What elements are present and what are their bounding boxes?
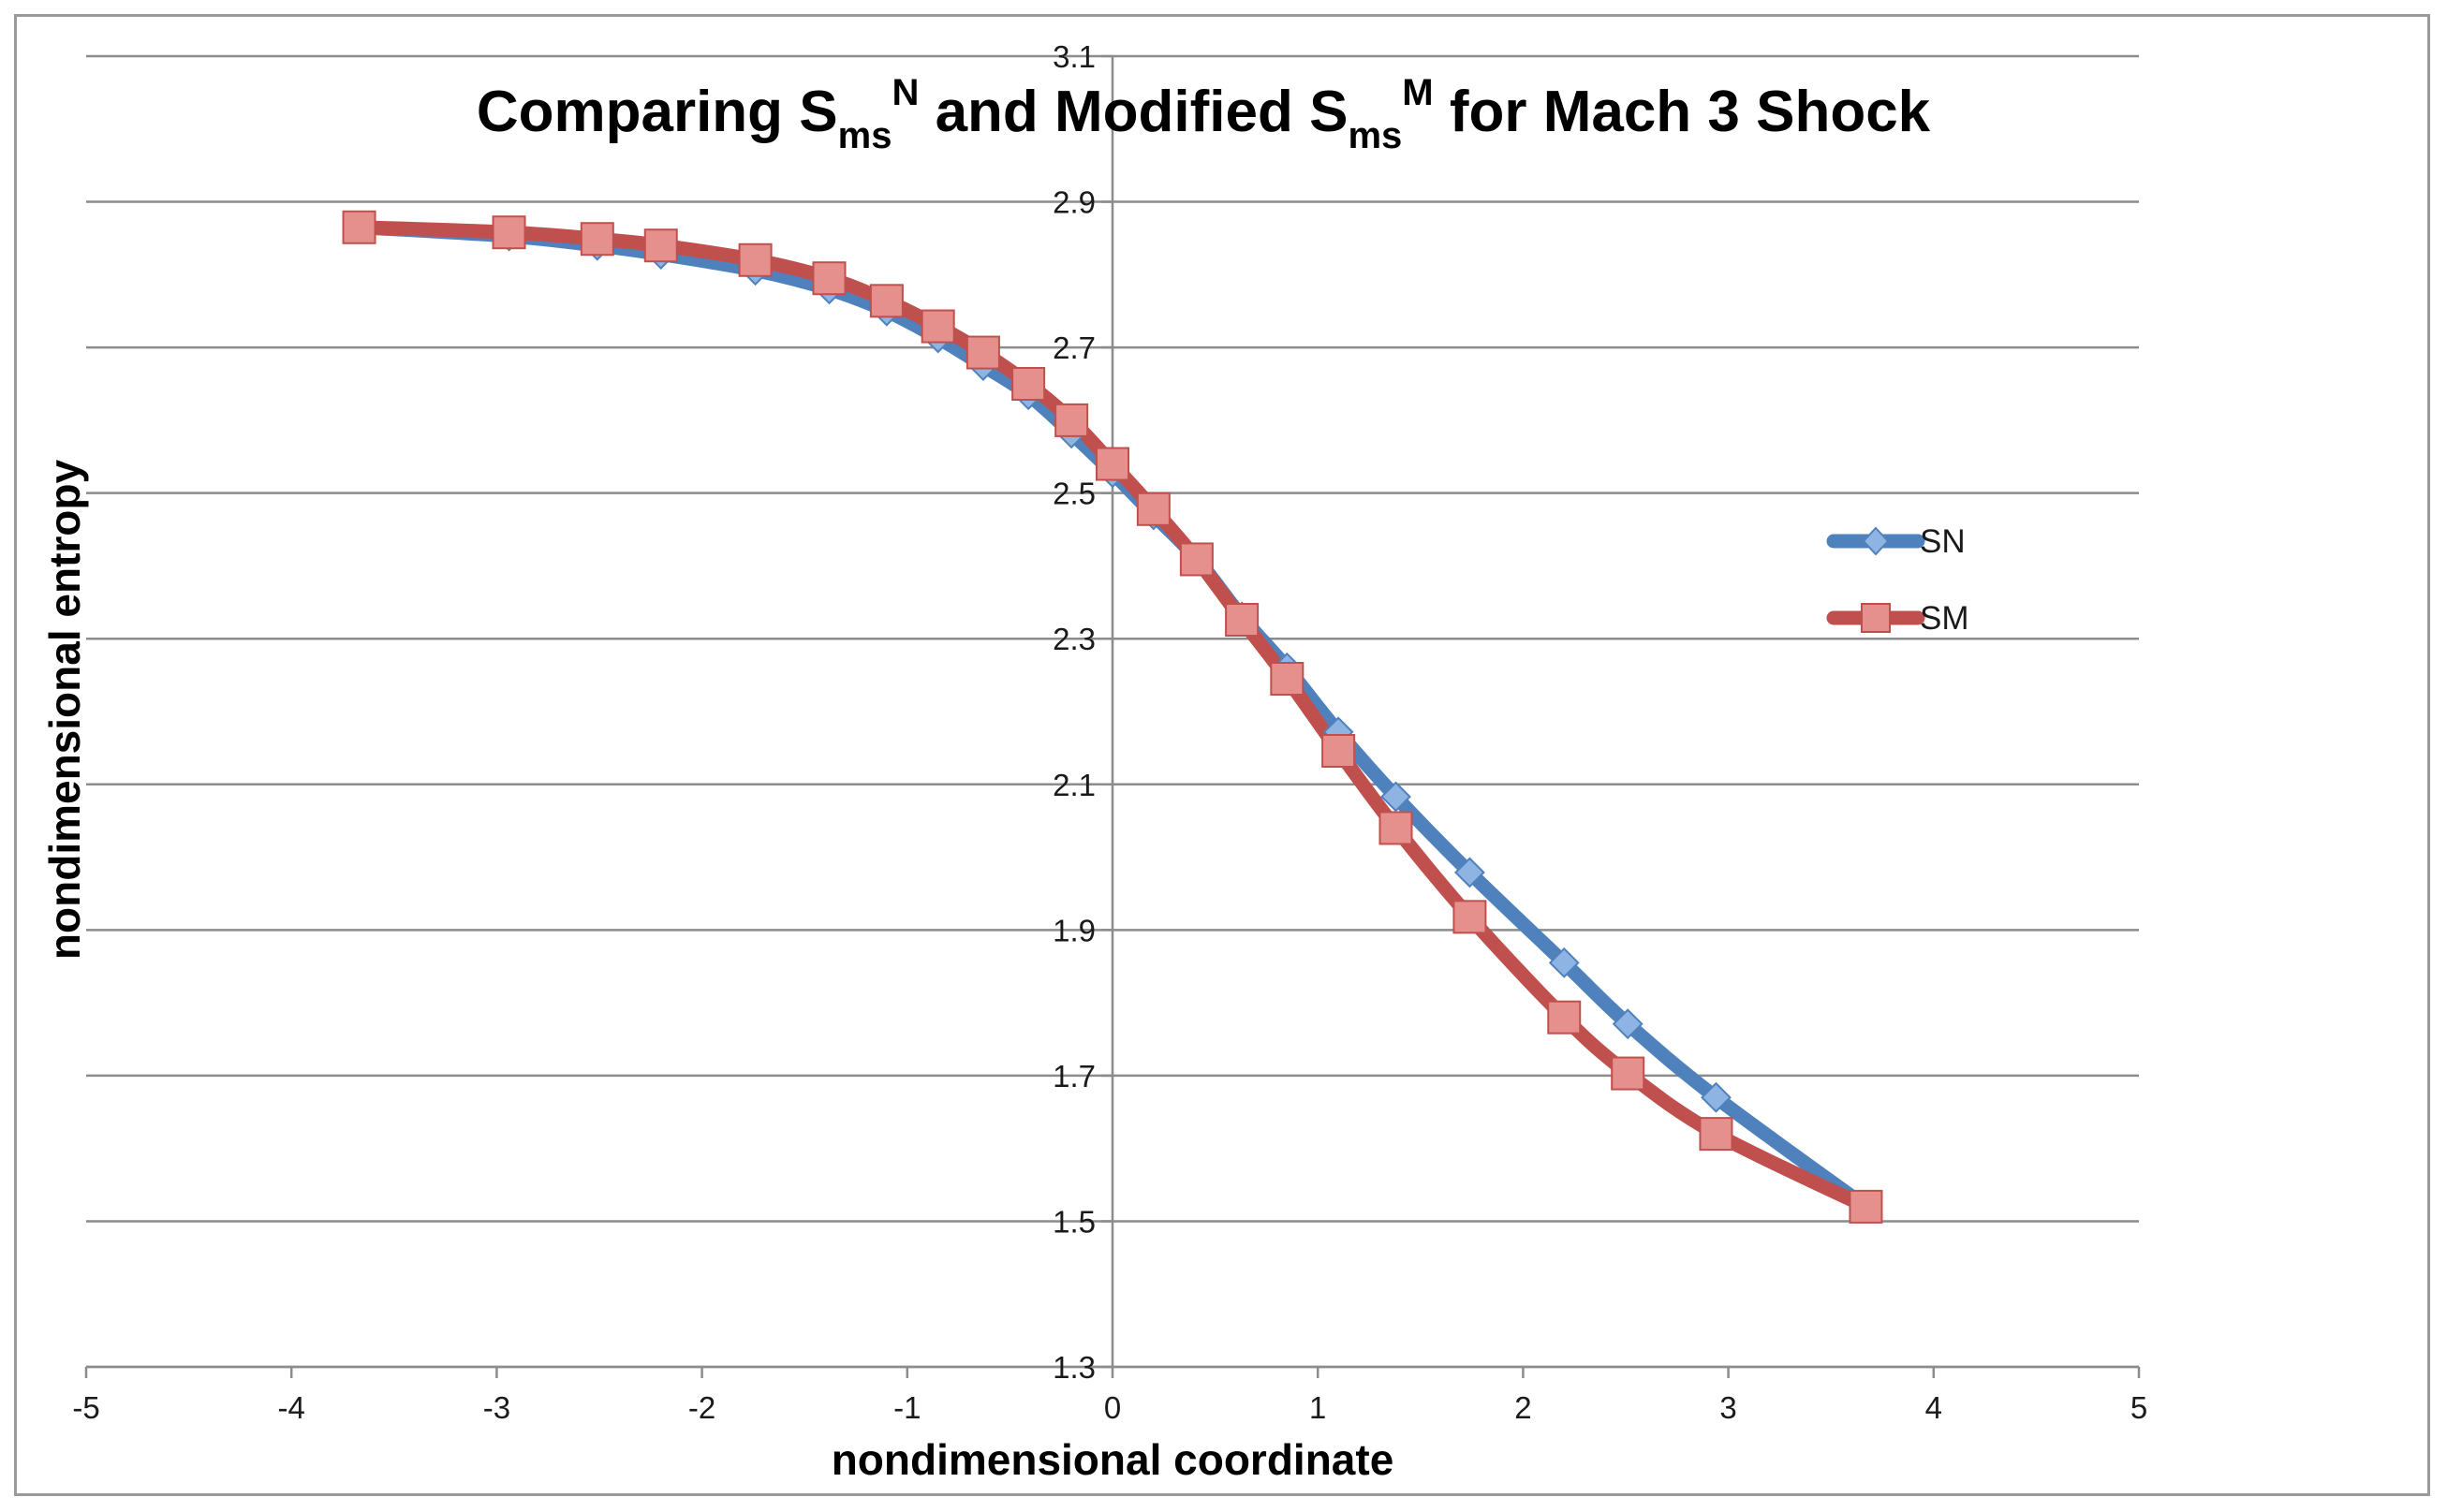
x-tick-label: -5 [72,1390,99,1425]
x-tick-label: -1 [893,1390,921,1425]
x-tick-label: 3 [1719,1390,1736,1425]
data-point-sm [1611,1056,1645,1091]
x-tick-label: -4 [278,1390,305,1425]
data-point-sn [1612,1008,1644,1040]
tick-labels: 1.3 1.5 1.7 1.9 2.1 2.3 2.5 2.7 2.9 3.1 -5 -4 -3 -2 -1… [72,39,2147,1425]
y-tick-label: 2.3 [1053,622,1096,656]
data-point-sm [812,261,847,296]
data-point-sm [580,222,614,257]
x-tick-label: 2 [1514,1390,1531,1425]
legend-label-sn: SN [1920,523,1966,560]
chart-title: Comparing SmsN and Modified SmsM for Mac… [477,72,1931,156]
chart-frame [14,14,2430,1496]
legend-item-sm: SM [1826,600,1969,637]
y-tick-label: 1.9 [1053,913,1096,947]
data-point-sm [1321,734,1356,768]
x-tick-label: 1 [1309,1390,1326,1425]
data-point-sm [1054,403,1089,437]
y-tick-label: 2.5 [1053,477,1096,511]
axes [84,54,2141,1378]
data-point-sn [1548,947,1580,978]
data-point-sm [738,242,773,277]
data-point-sm [1452,900,1487,934]
data-point-sm [1179,542,1214,577]
data-point-sm [1849,1189,1883,1224]
x-tick-label: 5 [2130,1390,2147,1425]
data-point-sn [1380,781,1411,813]
legend-marker-sm [1861,603,1891,633]
data-point-sm [1096,447,1129,481]
legend-label-sm: SM [1920,600,1969,637]
y-tick-label: 1.5 [1053,1204,1096,1239]
y-tick-label: 1.3 [1053,1350,1096,1385]
data-point-sm [1270,662,1305,696]
data-point-sm [1547,1000,1582,1035]
y-axis-title: nondimensional entropy [40,460,89,961]
data-point-sm [921,309,955,344]
data-point-sm [1699,1117,1733,1152]
data-point-sn [1701,1081,1732,1113]
data-point-sm [342,210,376,244]
series-layer [342,210,1883,1224]
data-point-sn [1453,857,1485,888]
data-point-sm [492,215,526,250]
data-point-sm [1011,367,1046,401]
x-tick-label: -3 [483,1390,510,1425]
y-tick-label: 2.9 [1053,185,1096,220]
data-point-sm [1378,811,1413,845]
legend: SN SM [1826,523,1969,637]
data-point-sm [643,228,678,263]
data-point-sm [869,284,904,318]
legend-marker-sn [1862,526,1890,556]
y-tick-label: 1.7 [1053,1059,1096,1094]
y-tick-label: 2.1 [1053,768,1096,802]
x-tick-label: -2 [688,1390,715,1425]
data-point-sm [1136,492,1171,526]
legend-item-sn: SN [1826,523,1966,560]
x-axis-title: nondimensional coordinate [832,1435,1394,1484]
y-tick-label: 3.1 [1053,39,1096,74]
y-tick-label: 2.7 [1053,330,1096,365]
data-point-sm [966,335,1000,370]
x-tick-label: 0 [1104,1390,1121,1425]
data-point-sm [1225,603,1260,637]
x-tick-label: 4 [1925,1390,1942,1425]
